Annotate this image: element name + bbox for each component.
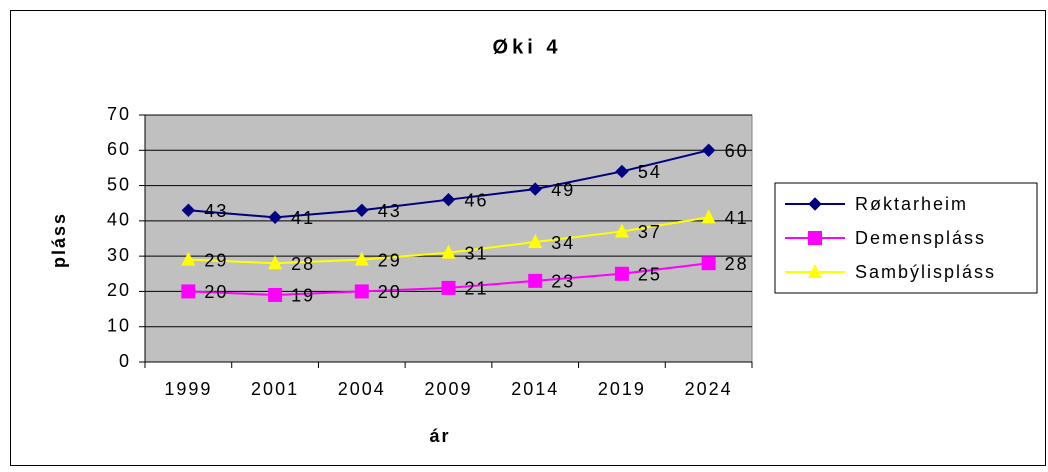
y-tick-label: 70 — [107, 104, 131, 124]
y-tick-label: 60 — [107, 139, 131, 159]
x-tick-label: 2009 — [424, 379, 472, 399]
data-label: 28 — [725, 254, 749, 274]
x-axis-label: ár — [429, 426, 450, 446]
marker — [354, 284, 369, 299]
data-label: 28 — [291, 254, 315, 274]
data-label: 25 — [638, 265, 662, 285]
y-tick-label: 10 — [107, 315, 131, 335]
marker — [615, 164, 629, 179]
marker — [441, 280, 456, 295]
marker — [181, 251, 196, 266]
y-tick-label: 30 — [107, 245, 131, 265]
legend-label: Demenspláss — [855, 228, 986, 248]
marker — [614, 223, 629, 238]
data-label: 20 — [378, 282, 402, 302]
data-label: 43 — [204, 201, 228, 221]
legend-label: Røktarheim — [855, 194, 968, 214]
marker — [614, 266, 629, 281]
data-label: 31 — [465, 243, 489, 263]
y-axis-label: pláss — [49, 212, 69, 268]
marker — [355, 203, 369, 217]
marker — [181, 284, 196, 299]
marker — [528, 273, 543, 288]
marker — [808, 264, 822, 278]
data-label: 21 — [465, 279, 489, 299]
marker — [808, 231, 822, 245]
data-label: 54 — [638, 162, 662, 182]
data-label: 37 — [638, 222, 662, 242]
x-tick-label: 2004 — [338, 379, 386, 399]
data-label: 29 — [204, 250, 228, 270]
data-label: 29 — [378, 250, 402, 270]
data-label: 23 — [551, 272, 575, 292]
legend-label: Sambýlispláss — [855, 262, 996, 282]
y-tick-label: 20 — [107, 280, 131, 300]
chart-title: Øki 4 — [493, 36, 562, 58]
data-label: 41 — [725, 208, 749, 228]
marker — [528, 182, 542, 196]
plot-area — [144, 114, 753, 363]
data-label: 46 — [465, 190, 489, 210]
marker — [268, 255, 283, 270]
y-tick-label: 40 — [107, 210, 131, 230]
x-tick-label: 2001 — [251, 379, 299, 399]
data-label: 43 — [378, 201, 402, 221]
data-label: 20 — [204, 282, 228, 302]
x-tick-label: 2019 — [598, 379, 646, 399]
data-label: 19 — [291, 286, 315, 306]
data-label: 41 — [291, 208, 315, 228]
marker — [441, 244, 456, 259]
marker — [354, 251, 369, 266]
marker — [701, 143, 716, 157]
marker — [268, 210, 282, 225]
marker — [701, 256, 716, 271]
data-label: 60 — [725, 141, 749, 161]
y-tick-label: 0 — [119, 351, 131, 371]
marker — [441, 192, 456, 207]
x-tick-label: 2024 — [685, 379, 733, 399]
x-tick-label: 2014 — [511, 379, 559, 399]
marker — [181, 203, 196, 217]
data-label: 34 — [551, 233, 575, 253]
data-label: 49 — [551, 180, 575, 200]
marker — [701, 209, 716, 224]
marker — [268, 287, 283, 302]
marker — [808, 197, 822, 211]
marker — [528, 234, 543, 249]
x-tick-label: 1999 — [164, 379, 212, 399]
y-tick-label: 50 — [107, 174, 131, 194]
